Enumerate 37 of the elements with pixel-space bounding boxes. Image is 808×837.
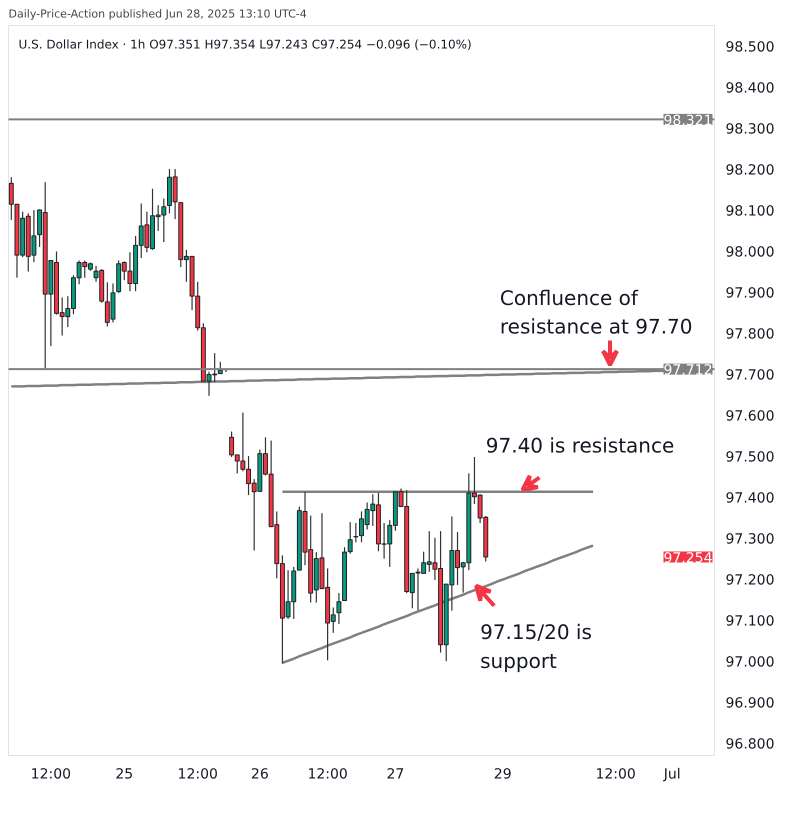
annotation: Confluence of resistance at 97.70 [500,286,693,339]
candlestick [353,522,358,543]
x-tick-label: 25 [115,766,134,782]
text: Daily-Price-Action published Jun 28, 2025 13:10 UTC-4 [8,8,307,20]
annotation: 97.15/20 is support [480,620,592,673]
x-tick-label: 26 [250,766,269,782]
y-tick-label: 97.700 [726,368,774,384]
y-tick-label: 97.500 [726,450,774,466]
x-tick-label: 12:00 [178,766,218,782]
y-tick-label: 98.300 [726,122,774,138]
y-tick-label: 97.800 [726,326,774,343]
y-tick-label: 97.100 [726,614,774,630]
x-tick-label: 29 [494,766,512,782]
ref-line-label: 98.321 [664,112,713,129]
y-tick-label: 97.900 [726,286,774,302]
y-tick-label: 98.200 [726,162,774,179]
annotation: 97.40 is resistance [486,433,674,458]
y-tick-label: 98.400 [726,80,774,97]
y-tick-label: 98.100 [726,204,774,220]
y-tick-label: 96.900 [726,696,774,712]
y-tick-label: 97.600 [726,408,774,425]
ref-line-label: 97.712 [664,362,713,379]
x-tick-label: 12:00 [30,766,72,782]
y-tick-label: 97.000 [726,654,774,671]
y-tick-label: 97.400 [726,490,774,507]
y-tick-label: 98.000 [726,244,774,261]
y-tick-label: 98.500 [726,40,774,56]
y-tick-label: 97.300 [726,532,774,548]
x-tick-label: 12:00 [307,766,348,782]
x-tick-label: 12:00 [595,766,636,782]
x-tick-label: Jul [662,766,681,782]
y-tick-label: 97.200 [726,572,774,589]
y-tick-label: 96.800 [726,736,774,753]
x-tick-label: 27 [386,766,404,782]
text: U.S. Dollar Index · 1h O97.351 H97.354 L97.243 C97.254 −0.096 (−0.10%) [18,38,472,52]
annotation: 97.254 [664,550,713,567]
candlestick [336,592,342,624]
